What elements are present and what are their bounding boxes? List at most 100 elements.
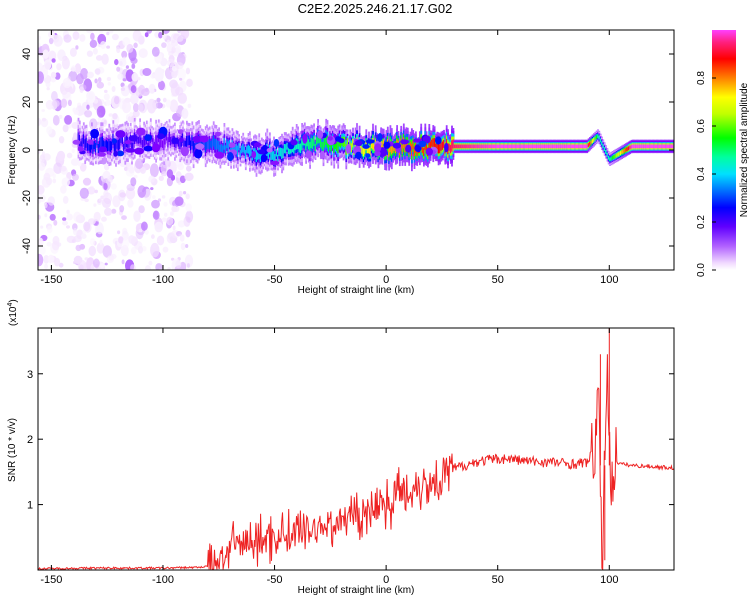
spectrogram-track-cell	[548, 144, 551, 149]
snr-x-ticks: -150 -100 -50 0 50 100	[40, 328, 618, 586]
snr-multiplier-base: (x10	[8, 306, 19, 326]
spectrogram-noise-blob	[102, 245, 113, 258]
spectrogram-noise-blob	[175, 260, 182, 269]
spectrogram-noise-blob	[151, 199, 160, 209]
spectrogram-track-cell	[610, 156, 613, 161]
spectrogram-track-cell	[587, 143, 590, 147]
spectrogram-noise-blob	[52, 173, 56, 179]
spectrogram-noise-blob	[79, 86, 84, 93]
spectrogram-track-cell	[165, 131, 168, 141]
spectrogram-track-cell	[544, 144, 547, 149]
spectrogram-y-axis-label: Frequency (Hz)	[7, 116, 18, 185]
spectrogram-track-cell	[658, 144, 661, 149]
spectrogram-track-cell	[313, 136, 315, 146]
spectrogram-track-cell	[634, 144, 637, 149]
spectrogram-track-cell	[581, 144, 583, 149]
spectrogram-track-cell	[361, 146, 364, 155]
spectrogram-track-cell	[589, 141, 591, 146]
spectrogram-noise-blob	[137, 185, 147, 198]
spectrogram-noise-blob	[111, 33, 119, 41]
spectrogram-noise-blob	[150, 73, 156, 79]
spectrogram-track-cell	[637, 144, 639, 149]
spectrogram-noise-blob	[121, 215, 127, 221]
spectrogram-track-cell	[333, 140, 336, 153]
spectrogram-noise-blob	[99, 30, 103, 34]
spectrogram-noise-blob	[180, 242, 186, 251]
spectrogram-noise-blob	[166, 39, 171, 45]
spectrogram-noise-blob	[161, 42, 167, 48]
spectrogram-noise-blob	[185, 193, 190, 200]
spectrogram-noise-blob	[132, 30, 142, 42]
spectrogram-noise-blob	[114, 59, 119, 66]
spectrogram-track-cell	[633, 144, 635, 149]
spectrogram-track-cell	[194, 143, 196, 151]
spectrogram-x-ticks: -150 -100 -50 0 50 100	[40, 30, 618, 286]
spectrogram-noise-blob	[41, 151, 45, 156]
spectrogram-x-axis-label: Height of straight line (km)	[298, 285, 415, 296]
spectrogram-track-cell	[282, 148, 285, 159]
spectrogram-x-tick-label: -150	[40, 274, 62, 286]
spectrogram-track-cell	[151, 135, 153, 142]
spectrogram-track-cell	[452, 139, 455, 149]
spectrogram-noise-blob	[87, 218, 96, 225]
spectrogram-noise-blob	[98, 112, 102, 116]
spectrogram-track-blob	[392, 142, 402, 149]
spectrogram-noise-blob	[176, 179, 181, 184]
spectrogram-noise-blob	[122, 238, 130, 248]
spectrogram-noise-blob	[62, 77, 72, 89]
spectrogram-noise-blob	[130, 264, 136, 270]
spectrogram-track-cell	[625, 148, 627, 152]
spectrogram-track-cell	[562, 144, 565, 149]
spectrogram-track-blob	[115, 130, 126, 138]
spectrogram-track-blob	[435, 136, 442, 145]
spectrogram-noise-blob	[110, 183, 117, 190]
spectrogram-track-cell	[128, 140, 131, 148]
snr-y-ticks: 1 2 3	[27, 369, 674, 512]
spectrogram-noise-blob	[128, 166, 135, 174]
snr-frame	[37, 327, 675, 571]
spectrogram-track-blob	[194, 148, 203, 159]
spectrogram-track-cell	[664, 144, 666, 149]
spectrogram-track-blob	[444, 142, 449, 153]
spectrogram-noise-blob	[52, 178, 57, 184]
spectrogram-track-cell	[479, 144, 482, 149]
spectrogram-noise-blob	[62, 195, 69, 204]
spectrogram-noise-blob	[111, 208, 117, 214]
spectrogram-track-cell	[507, 144, 510, 149]
spectrogram-track-cell	[471, 144, 473, 149]
spectrogram-noise-blob	[89, 118, 98, 130]
spectrogram-noise-blob	[66, 213, 73, 221]
spectrogram-track-cell	[560, 144, 563, 149]
colorbar-tick-label: 0.0	[696, 263, 707, 277]
spectrogram-noise-blob	[121, 230, 129, 241]
spectrogram-track-cell	[115, 141, 117, 153]
spectrogram-noise-blob	[38, 238, 44, 247]
spectrogram-noise-blob	[106, 255, 114, 263]
spectrogram-x-tick-label: 50	[492, 274, 504, 286]
spectrogram-track-cell	[643, 144, 646, 149]
spectrogram-track-cell	[208, 139, 211, 150]
spectrogram-track-cell	[334, 139, 337, 149]
colorbar-tick-label: 0.6	[696, 119, 707, 133]
spectrogram-noise-blob	[38, 62, 44, 73]
spectrogram-track-cell	[330, 140, 333, 152]
spectrogram-track-cell	[516, 144, 519, 149]
spectrogram-track-cell	[179, 138, 182, 149]
spectrogram-noise-blob	[73, 132, 78, 139]
spectrogram-track-cell	[366, 147, 369, 156]
spectrogram-track-cell	[648, 144, 650, 149]
spectrogram-track-cell	[305, 139, 307, 151]
spectrogram-track-cell	[89, 143, 92, 153]
spectrogram-noise-blob	[186, 263, 190, 268]
spectrogram-noise-blob	[71, 65, 76, 72]
spectrogram-noise-blob	[185, 210, 194, 223]
spectrogram-noise-blob	[108, 30, 114, 34]
spectrogram-noise-blob	[151, 46, 160, 57]
spectrogram-noise-blob	[96, 105, 106, 118]
spectrogram-noise-blob	[177, 163, 185, 171]
spectrogram-track-cell	[381, 141, 384, 152]
spectrogram-track-cell	[187, 135, 190, 146]
spectrogram-track-cell	[170, 136, 172, 146]
spectrogram-track-blob	[97, 152, 107, 157]
